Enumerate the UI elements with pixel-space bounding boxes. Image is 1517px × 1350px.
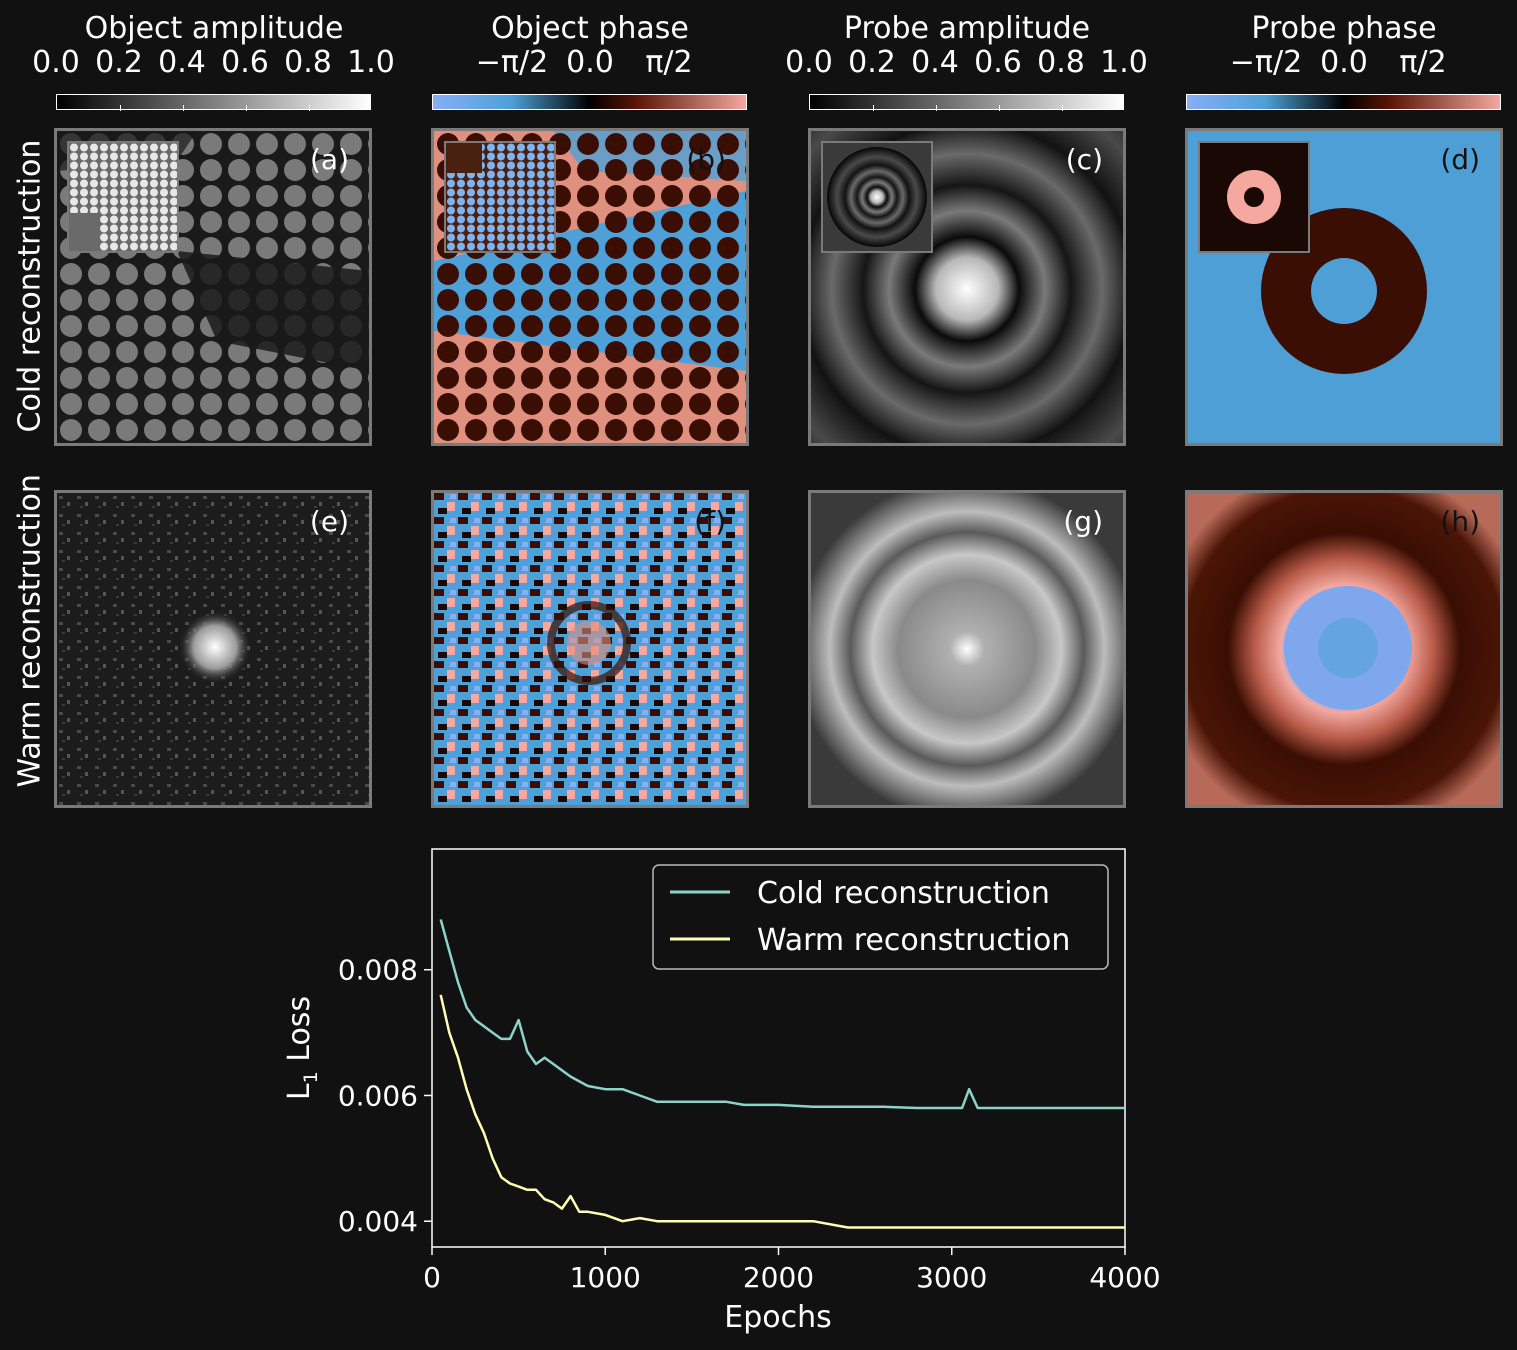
probe-phase-image [1188,493,1500,805]
panel-label: (a) [309,143,349,176]
probe-amplitude-inset [821,141,933,253]
colorbar-title: Probe phase [1251,11,1437,46]
probe-amplitude-image [811,493,1123,805]
panel-object-amplitude-cold: (a) [54,128,372,446]
y-tick-label: 0.008 [338,954,418,987]
colorbar-tick-label: 0.0 [32,45,80,80]
object-amplitude-image [57,493,369,805]
x-tick-label: 1000 [570,1261,641,1294]
panel-probe-phase-cold: (d) [1185,128,1503,446]
colorbar-tick-labels: −π/2 0.0 π/2 [432,47,832,81]
panel-probe-amplitude-cold: (c) [808,128,1126,446]
colorbar-tick-label: 1.0 [347,45,395,80]
x-axis-label: Epochs [724,1300,832,1335]
colorbar-tick-labels: −π/2 0.0 π/2 [1186,47,1517,81]
colorbar-tick-label: 0.8 [1037,45,1085,80]
colorbar-tick-label: 0.0 [566,45,614,80]
probe-phase-inset [1198,141,1310,253]
x-tick-label: 3000 [916,1261,987,1294]
colorbar-tick-label: 0.4 [911,45,959,80]
svg-text:L1 Loss: L1 Loss [282,996,322,1100]
panel-object-amplitude-warm: (e) [54,490,372,808]
x-tick-label: 0 [423,1261,441,1294]
legend-label-warm: Warm reconstruction [757,923,1070,958]
y-axis: 0.004 0.006 0.008 [338,954,432,1238]
x-tick-label: 4000 [1089,1261,1160,1294]
colorbar-tick-label: 0.6 [974,45,1022,80]
colorbar-tick-label: 0.8 [284,45,332,80]
colorbar-tick-label: −π/2 [1229,45,1303,80]
panel-probe-phase-warm: (h) [1185,490,1503,808]
panel-label: (g) [1063,505,1103,538]
y-axis-label: L1 Loss [282,996,322,1100]
x-axis: 0 1000 2000 3000 4000 [423,1247,1161,1294]
legend-label-cold: Cold reconstruction [757,876,1050,911]
object-phase-inset [444,141,556,253]
colorbar-gradient [809,94,1124,111]
legend: Cold reconstruction Warm reconstruction [652,864,1109,970]
colorbar-tick-label: 0.4 [158,45,206,80]
object-amplitude-inset [67,141,179,253]
y-tick-label: 0.004 [338,1205,418,1238]
panel-object-phase-warm: (f) [431,490,749,808]
chart-panel-label: (i) [460,865,490,898]
colorbar-tick-label: −π/2 [475,45,549,80]
colorbar-tick-label: 1.0 [1100,45,1148,80]
colorbar-tick-labels: 0.0 0.2 0.4 0.6 0.8 1.0 [32,45,456,81]
legend-frame [652,864,1109,970]
x-tick-label: 2000 [743,1261,814,1294]
colorbar-tick-label: 0.2 [848,45,896,80]
colorbar-gradient [56,94,371,111]
y-tick-label: 0.006 [338,1079,418,1112]
colorbar-gradient [432,94,747,110]
colorbar-tick-label: 0.2 [95,45,143,80]
panel-object-phase-cold: (b) [431,128,749,446]
colorbar-tick-labels: 0.0 0.2 0.4 0.6 0.8 1.0 [785,45,1209,81]
panel-label: (f) [694,505,726,538]
panel-label: (c) [1065,143,1103,176]
panel-probe-amplitude-warm: (g) [808,490,1126,808]
colorbar-title: Probe amplitude [843,11,1091,46]
panel-label: (h) [1440,505,1480,538]
series-line-warm [439,994,1125,1229]
panel-label: (e) [309,505,349,538]
series-line-cold [439,919,1125,1110]
colorbar-tick-label: π/2 [1399,45,1447,80]
colorbar-title: Object amplitude [84,11,344,46]
colorbar-tick-label: 0.0 [1320,45,1368,80]
colorbar-tick-label: π/2 [645,45,693,80]
colorbar-tick-label: 0.0 [785,45,833,80]
panel-label: (d) [1440,143,1480,176]
colorbar-title: Object phase [491,11,689,46]
colorbar-tick-label: 0.6 [221,45,269,80]
panel-label: (b) [686,143,726,176]
colorbar-gradient [1186,94,1501,110]
object-phase-image [434,493,746,805]
